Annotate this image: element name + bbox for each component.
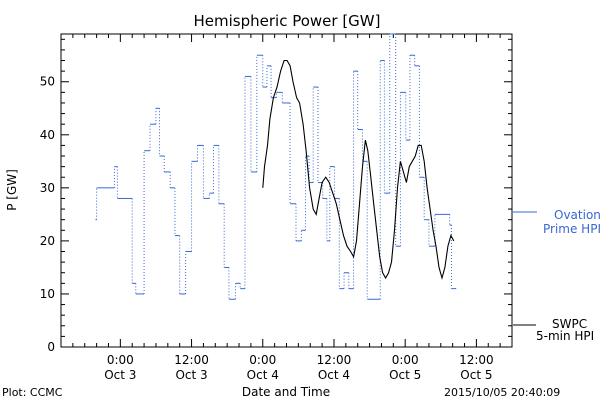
x-tick-time-label: 0:00 bbox=[249, 353, 276, 367]
series-swpc bbox=[262, 59, 455, 281]
plot-credit: Plot: CCMC bbox=[2, 386, 63, 399]
x-tick-date-label: Oct 3 bbox=[104, 368, 136, 382]
x-tick-time-label: 12:00 bbox=[174, 353, 209, 367]
y-tick-label: 30 bbox=[40, 181, 55, 195]
y-tick-label: 50 bbox=[40, 75, 55, 89]
legend-swpc: SWPC 5-min HPI bbox=[513, 317, 594, 343]
y-tick-label: 10 bbox=[40, 287, 55, 301]
legend-swpc-label-1: SWPC bbox=[552, 317, 587, 331]
legend-ovation: Ovation Prime HPI bbox=[513, 208, 600, 236]
x-tick-date-label: Oct 3 bbox=[175, 368, 207, 382]
legend-ovation-label-2: Prime HPI bbox=[543, 222, 600, 236]
y-tick-label: 20 bbox=[40, 234, 55, 248]
x-tick-date-label: Oct 4 bbox=[247, 368, 279, 382]
legend-swpc-label-2: 5-min HPI bbox=[536, 329, 594, 343]
x-axis-label: Date and Time bbox=[242, 385, 330, 399]
swpc-line bbox=[262, 59, 455, 281]
x-tick-time-label: 12:00 bbox=[459, 353, 494, 367]
y-axis-label: P [GW] bbox=[5, 169, 19, 211]
x-tick-date-label: Oct 5 bbox=[389, 368, 421, 382]
y-tick-label: 0 bbox=[47, 340, 55, 354]
x-tick-time-label: 0:00 bbox=[392, 353, 419, 367]
x-tick-date-label: Oct 5 bbox=[460, 368, 492, 382]
x-tick-time-label: 0:00 bbox=[107, 353, 134, 367]
x-tick-date-label: Oct 4 bbox=[318, 368, 350, 382]
x-tick-time-label: 12:00 bbox=[317, 353, 352, 367]
legend-ovation-label-1: Ovation bbox=[554, 208, 600, 222]
y-tick-label: 40 bbox=[40, 128, 55, 142]
chart-title: Hemispheric Power [GW] bbox=[194, 12, 381, 30]
plot-axes bbox=[60, 33, 513, 348]
plot-timestamp: 2015/10/05 20:40:09 bbox=[444, 386, 560, 399]
series-ovation-prime bbox=[95, 33, 457, 300]
plot-frame bbox=[60, 33, 513, 348]
